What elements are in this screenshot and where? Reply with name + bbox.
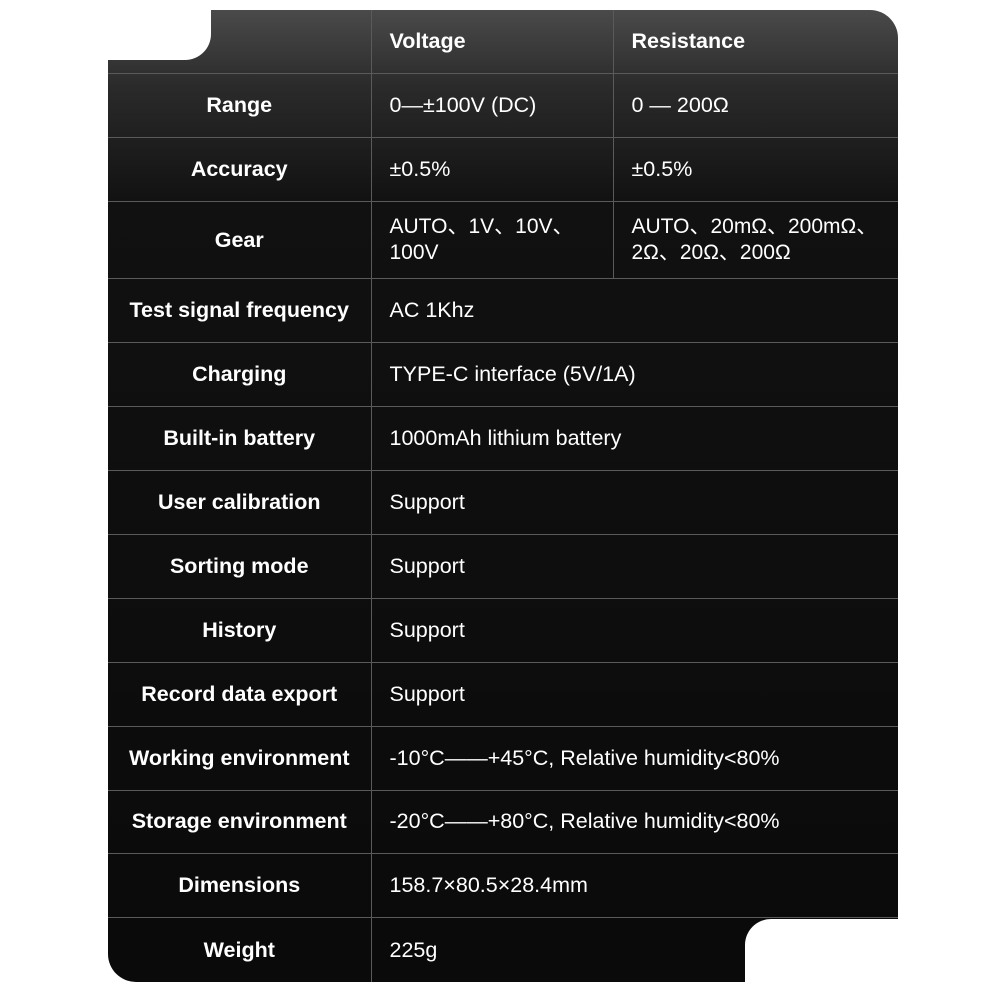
row-working-environment: Working environment -10°C——+45°C, Relati… bbox=[108, 726, 898, 790]
spec-card: Voltage Resistance Range 0—±100V (DC) 0 … bbox=[108, 10, 898, 982]
row-history: History Support bbox=[108, 598, 898, 662]
corner-notch-top-left bbox=[106, 8, 211, 60]
value-range-voltage: 0—±100V (DC) bbox=[371, 74, 613, 138]
label-export: Record data export bbox=[108, 662, 371, 726]
row-user-calibration: User calibration Support bbox=[108, 470, 898, 534]
label-gear: Gear bbox=[108, 202, 371, 278]
row-record-data-export: Record data export Support bbox=[108, 662, 898, 726]
spec-table: Voltage Resistance Range 0—±100V (DC) 0 … bbox=[108, 10, 898, 982]
value-range-resistance: 0 — 200Ω bbox=[613, 74, 898, 138]
header-voltage: Voltage bbox=[371, 10, 613, 74]
value-history: Support bbox=[371, 598, 898, 662]
label-history: History bbox=[108, 598, 371, 662]
label-battery: Built-in battery bbox=[108, 406, 371, 470]
corner-notch-bottom-right bbox=[745, 919, 900, 984]
row-gear: Gear AUTO、1V、10V、100V AUTO、20mΩ、200mΩ、2Ω… bbox=[108, 202, 898, 278]
value-gear-resistance: AUTO、20mΩ、200mΩ、2Ω、20Ω、200Ω bbox=[613, 202, 898, 278]
row-storage-environment: Storage environment -20°C——+80°C, Relati… bbox=[108, 790, 898, 854]
row-dimensions: Dimensions 158.7×80.5×28.4mm bbox=[108, 854, 898, 918]
value-battery: 1000mAh lithium battery bbox=[371, 406, 898, 470]
row-charging: Charging TYPE-C interface (5V/1A) bbox=[108, 342, 898, 406]
label-ucal: User calibration bbox=[108, 470, 371, 534]
value-gear-voltage: AUTO、1V、10V、100V bbox=[371, 202, 613, 278]
label-workenv: Working environment bbox=[108, 726, 371, 790]
value-ucal: Support bbox=[371, 470, 898, 534]
label-weight: Weight bbox=[108, 918, 371, 982]
row-accuracy: Accuracy ±0.5% ±0.5% bbox=[108, 138, 898, 202]
label-charging: Charging bbox=[108, 342, 371, 406]
label-accuracy: Accuracy bbox=[108, 138, 371, 202]
value-accuracy-voltage: ±0.5% bbox=[371, 138, 613, 202]
value-workenv: -10°C——+45°C, Relative humidity<80% bbox=[371, 726, 898, 790]
label-storenv: Storage environment bbox=[108, 790, 371, 854]
label-dim: Dimensions bbox=[108, 854, 371, 918]
value-accuracy-resistance: ±0.5% bbox=[613, 138, 898, 202]
label-range: Range bbox=[108, 74, 371, 138]
row-battery: Built-in battery 1000mAh lithium battery bbox=[108, 406, 898, 470]
value-storenv: -20°C——+80°C, Relative humidity<80% bbox=[371, 790, 898, 854]
label-tsf: Test signal frequency bbox=[108, 278, 371, 342]
row-range: Range 0—±100V (DC) 0 — 200Ω bbox=[108, 74, 898, 138]
value-sort: Support bbox=[371, 534, 898, 598]
value-export: Support bbox=[371, 662, 898, 726]
value-dim: 158.7×80.5×28.4mm bbox=[371, 854, 898, 918]
table-header-row: Voltage Resistance bbox=[108, 10, 898, 74]
label-sort: Sorting mode bbox=[108, 534, 371, 598]
header-resistance: Resistance bbox=[613, 10, 898, 74]
value-charging: TYPE-C interface (5V/1A) bbox=[371, 342, 898, 406]
row-test-signal-frequency: Test signal frequency AC 1Khz bbox=[108, 278, 898, 342]
value-tsf: AC 1Khz bbox=[371, 278, 898, 342]
row-sorting-mode: Sorting mode Support bbox=[108, 534, 898, 598]
